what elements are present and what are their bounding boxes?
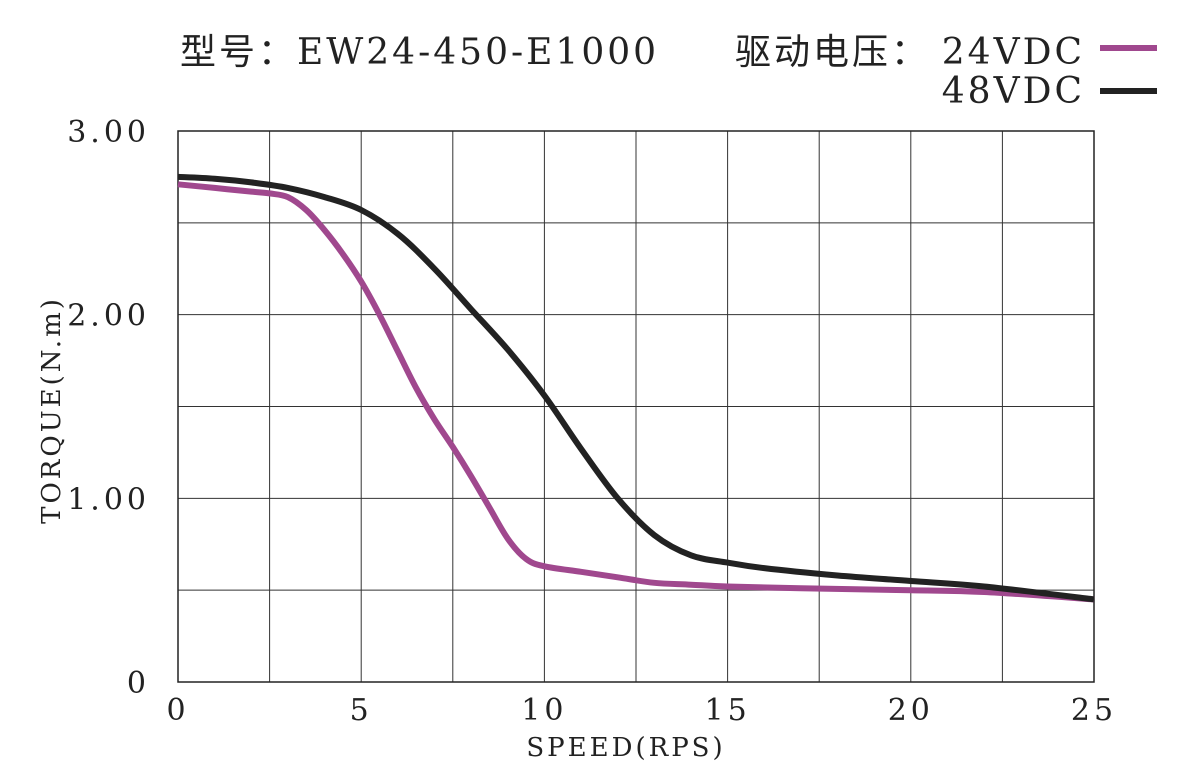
y-tick-label: 3.00 [67, 115, 150, 150]
x-tick-label: 20 [888, 693, 934, 728]
series-line-24vdc [177, 181, 1095, 603]
x-tick-label: 5 [350, 693, 373, 728]
plot-frame [177, 130, 1095, 683]
model-label: 型号：EW24-450-E1000 [180, 32, 659, 73]
x-axis-label: SPEED(RPS) [526, 733, 725, 763]
series-line-48vdc [177, 173, 1095, 603]
legend-label-24vdc: 24VDC [942, 32, 1085, 73]
x-tick-labels: 0 5 10 15 20 25 [166, 693, 1117, 728]
voltage-label: 驱动电压： [735, 32, 930, 73]
x-tick-label: 10 [521, 693, 567, 728]
grid [178, 131, 1094, 682]
x-tick-label: 15 [705, 693, 751, 728]
y-tick-label: 2.00 [67, 299, 150, 334]
x-tick-label: 25 [1071, 693, 1117, 728]
y-tick-label: 0 [127, 666, 150, 701]
y-tick-labels: 0 1.00 2.00 3.00 [67, 115, 150, 701]
series-group [177, 173, 1095, 603]
y-tick-label: 1.00 [67, 482, 150, 517]
y-axis-label: TORQUE(N.m) [37, 296, 67, 524]
legend-label-48vdc: 48VDC [942, 71, 1085, 112]
legend: 24VDC 48VDC [942, 32, 1157, 112]
x-tick-label: 0 [166, 693, 189, 728]
